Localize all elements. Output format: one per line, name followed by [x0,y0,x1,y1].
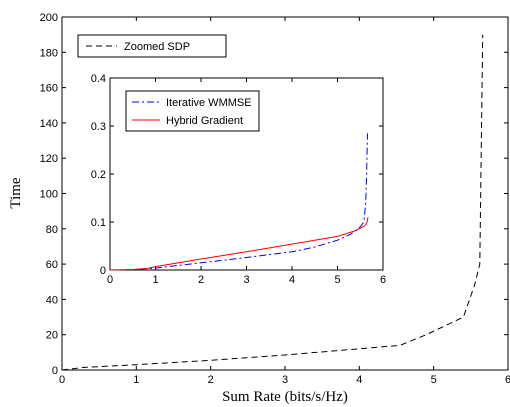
main-xtick-label: 2 [208,374,214,386]
inset-ytick-label: 0.3 [91,121,106,133]
main-ytick-label: 100 [40,189,58,201]
main-xtick-label: 5 [431,374,437,386]
main-ytick-label: 0 [52,365,58,377]
inset-legend-box [125,90,260,132]
main-ytick-label: 160 [40,83,58,95]
main-xtick-label: 1 [133,374,139,386]
inset-ytick-label: 0.1 [91,217,106,229]
inset-xtick-label: 2 [198,274,204,286]
inset-xtick-label: 4 [289,274,295,286]
main-xtick-label: 0 [59,374,65,386]
inset-xtick-label: 0 [107,274,113,286]
main-ytick-label: 80 [46,224,58,236]
inset-xtick-label: 5 [334,274,340,286]
inset-xtick-label: 6 [380,274,386,286]
inset-x-ticks: 0 1 2 3 4 5 6 [107,78,386,286]
main-ytick-label: 20 [46,330,58,342]
inset-ytick-label: 0 [100,265,106,277]
main-ytick-label: 60 [46,259,58,271]
main-ytick-label: 120 [40,153,58,165]
legend-label-iterative-wmmse: Iterative WMMSE [166,97,252,109]
inset-xtick-label: 1 [152,274,158,286]
inset-legend: Iterative WMMSE Hybrid Gradient [125,90,260,132]
y-axis-label: Time [8,177,24,208]
main-legend: Zoomed SDP [77,34,227,58]
inset-xtick-label: 3 [243,274,249,286]
inset-y-ticks: 0 0.1 0.2 0.3 0.4 [91,73,383,277]
main-ytick-label: 40 [46,294,58,306]
legend-label-zoomed-sdp: Zoomed SDP [124,41,190,53]
series-line-hybrid-gradient [109,217,369,271]
inset-series [109,133,369,271]
main-xtick-label: 4 [356,374,362,386]
x-axis-label: Sum Rate (bits/s/Hz) [222,389,348,405]
main-ytick-label: 200 [40,12,58,24]
legend-label-hybrid-gradient: Hybrid Gradient [166,115,243,127]
main-xtick-label: 3 [282,374,288,386]
main-ytick-label: 140 [40,118,58,130]
main-xtick-label: 6 [505,374,510,386]
series-line-zoomed-sdp [61,34,484,371]
main-ytick-label: 180 [40,47,58,59]
main-legend-box [77,34,227,58]
inset-ytick-label: 0.2 [91,169,106,181]
main-x-ticks: 0 1 2 3 4 5 6 [59,17,510,386]
main-series [61,34,484,371]
inset-ytick-label: 0.4 [91,73,106,85]
